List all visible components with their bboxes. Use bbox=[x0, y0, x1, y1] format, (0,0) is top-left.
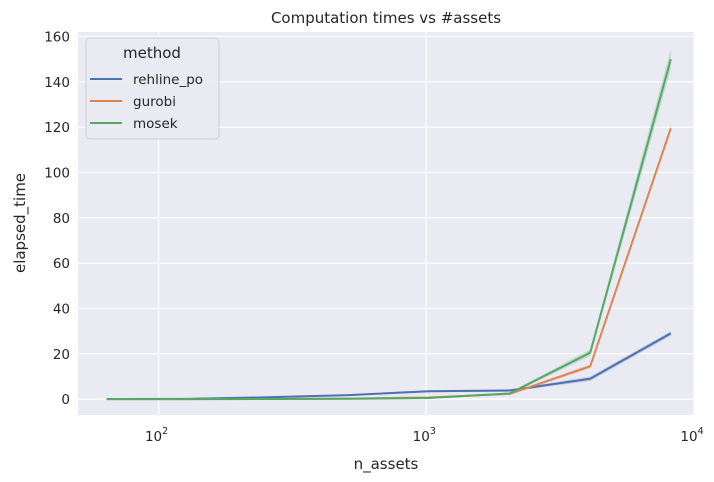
series-lines bbox=[106, 58, 672, 401]
legend-label: rehline_po bbox=[133, 72, 203, 88]
x-tick-base: 10 bbox=[680, 429, 697, 445]
y-tick-label: 120 bbox=[44, 120, 70, 136]
series-line-mosek bbox=[106, 58, 672, 401]
x-tick-exponent: 4 bbox=[698, 426, 704, 437]
y-tick-label: 40 bbox=[53, 301, 70, 317]
y-tick-label: 20 bbox=[53, 347, 70, 363]
y-axis-label: elapsed_time bbox=[11, 173, 30, 273]
y-axis-ticks: 0 20 40 60 80 100 120 140 160 bbox=[44, 30, 70, 409]
y-tick-label: 100 bbox=[44, 166, 70, 182]
y-tick-label: 80 bbox=[53, 211, 70, 227]
legend-label: gurobi bbox=[133, 94, 176, 110]
y-tick-label: 60 bbox=[53, 256, 70, 272]
x-tick-label: 102 bbox=[145, 426, 168, 445]
x-tick-label: 103 bbox=[413, 426, 436, 445]
x-tick-base: 10 bbox=[413, 429, 430, 445]
y-tick-label: 0 bbox=[61, 392, 70, 408]
x-tick-exponent: 3 bbox=[430, 426, 436, 437]
x-tick-label: 104 bbox=[680, 426, 703, 445]
x-tick-exponent: 2 bbox=[162, 426, 168, 437]
legend-label: mosek bbox=[133, 116, 178, 132]
y-tick-label: 140 bbox=[44, 75, 70, 91]
chart-title: Computation times vs #assets bbox=[271, 9, 501, 27]
x-tick-base: 10 bbox=[145, 429, 162, 445]
x-axis-label: n_assets bbox=[354, 455, 419, 474]
y-tick-label: 160 bbox=[44, 30, 70, 46]
legend-box bbox=[85, 37, 220, 140]
legend-title: method bbox=[123, 44, 181, 62]
x-axis-ticks: 102 103 104 bbox=[145, 426, 704, 445]
